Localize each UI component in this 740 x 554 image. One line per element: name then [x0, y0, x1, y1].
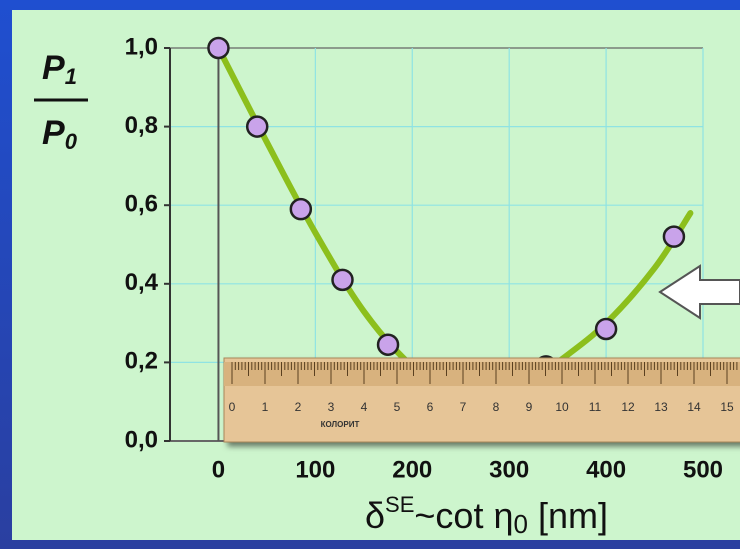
y-tick-label: 0,4 [125, 269, 159, 296]
data-point [247, 117, 267, 137]
data-point [664, 227, 684, 247]
ruler-label: 13 [654, 400, 668, 414]
ruler-label: 8 [493, 400, 500, 414]
data-point [291, 199, 311, 219]
x-tick-label: 0 [212, 456, 225, 483]
ruler-label: 5 [394, 400, 401, 414]
y-tick-label: 1,0 [125, 33, 158, 60]
x-tick-label: 400 [586, 456, 626, 483]
ruler-label: 4 [361, 400, 368, 414]
ruler-label: 1 [262, 400, 269, 414]
ruler-label: 12 [621, 400, 635, 414]
panel [12, 10, 740, 540]
x-tick-label: 500 [683, 456, 723, 483]
y-tick-label: 0,2 [125, 348, 158, 375]
ruler-label: 14 [687, 400, 701, 414]
data-point [208, 38, 228, 58]
y-tick-label: 0,6 [125, 191, 158, 218]
ruler-label: 11 [589, 400, 602, 414]
ruler-label: 7 [460, 400, 467, 414]
y-tick-label: 0,0 [125, 426, 158, 453]
ruler-label: 0 [229, 400, 236, 414]
ruler-label: 3 [328, 400, 335, 414]
data-point [332, 270, 352, 290]
x-tick-label: 100 [295, 456, 335, 483]
data-point [378, 335, 398, 355]
data-point [596, 319, 616, 339]
ruler-brand: КОЛОРИТ [321, 420, 360, 429]
ruler-label: 2 [295, 400, 302, 414]
x-tick-label: 300 [489, 456, 529, 483]
x-tick-label: 200 [392, 456, 432, 483]
ruler-label: 10 [555, 400, 569, 414]
ruler-label: 9 [526, 400, 533, 414]
y-tick-label: 0,8 [125, 112, 158, 139]
ruler-label: 6 [427, 400, 434, 414]
slide: 0,00,20,40,60,81,00100200300400500 P1 P0… [0, 0, 740, 549]
ruler-label: 15 [720, 400, 734, 414]
